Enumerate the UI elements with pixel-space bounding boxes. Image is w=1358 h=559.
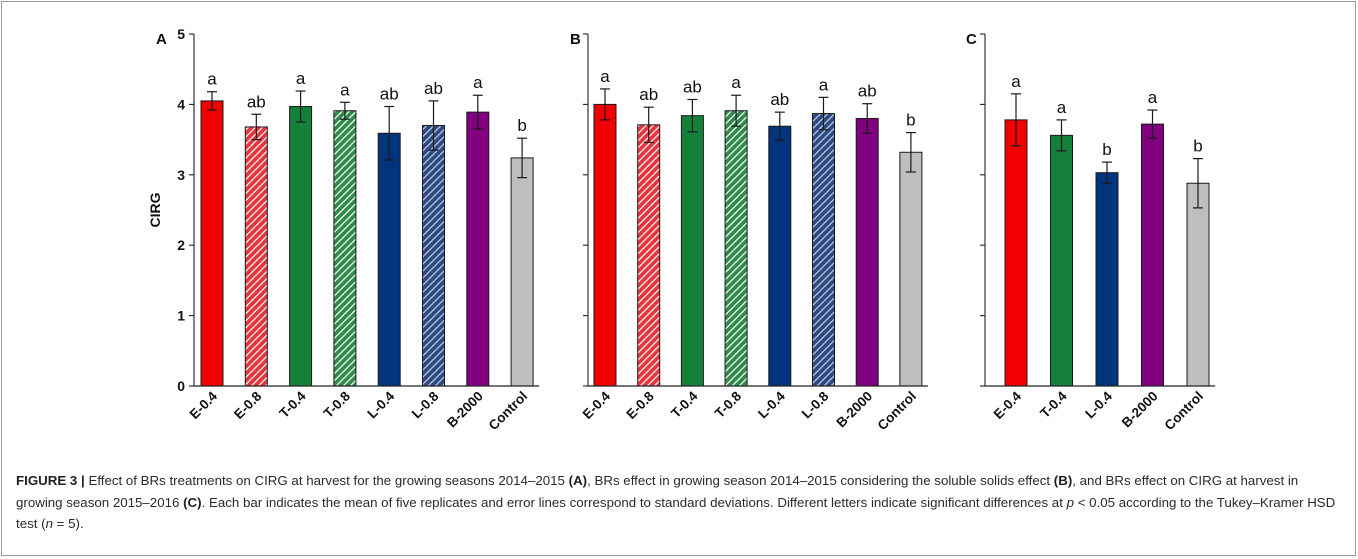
significance-letter: ab: [424, 79, 443, 98]
bar-e-0-4: [200, 100, 224, 387]
x-tick-label: B-2000: [833, 389, 875, 431]
caption-ref-c: (C): [183, 494, 202, 510]
y-tick-label: 3: [177, 167, 185, 183]
significance-letter: ab: [380, 85, 399, 104]
caption-text-4: . Each bar indicates the mean of five re…: [201, 494, 1067, 510]
y-tick-label: 2: [177, 237, 185, 253]
significance-letter: ab: [858, 82, 877, 101]
y-tick-label: 1: [177, 308, 185, 324]
caption-p-symbol: p: [1066, 494, 1074, 510]
x-tick-label: T-0.4: [1037, 388, 1070, 421]
significance-letter: a: [1057, 98, 1067, 117]
significance-letter: a: [1011, 72, 1021, 91]
x-tick-label: B-2000: [1119, 389, 1161, 431]
figure-caption: FIGURE 3 | Effect of BRs treatments on C…: [16, 470, 1341, 535]
x-tick-label: T-0.8: [712, 388, 745, 421]
panel-c: Ca E-0.4 a T-0.4 b L-0.4 a B-2000 b Control: [966, 31, 1215, 433]
x-tick-label: T-0.8: [321, 388, 354, 421]
y-axis-title: CIRG: [147, 192, 163, 227]
x-tick-label: E-0.8: [231, 388, 265, 422]
y-tick-label: 4: [177, 96, 185, 112]
x-tick-label: L-0.4: [755, 388, 788, 421]
significance-letter: a: [473, 73, 483, 92]
significance-letter: a: [1148, 88, 1158, 107]
panel-label: C: [966, 31, 977, 48]
significance-letter: a: [731, 73, 741, 92]
significance-letter: a: [296, 69, 306, 88]
bar-t-0-4: [289, 106, 313, 387]
y-tick-label: 0: [177, 378, 185, 394]
x-tick-label: E-0.8: [623, 388, 657, 422]
significance-letter: ab: [683, 77, 702, 96]
caption-text-6: = 5).: [52, 516, 84, 531]
bar-l-0-4: [768, 125, 792, 387]
x-tick-label: B-2000: [444, 389, 486, 431]
figure-label: FIGURE 3 |: [16, 473, 85, 488]
bar-e-0-4: [593, 103, 617, 387]
panel-b: Ba E-0.4 ab E-0.8 ab T-0.4 a T-0.8 ab L-0.4 a L-0.8…: [570, 31, 928, 433]
caption-ref-a: (A): [568, 473, 588, 488]
significance-letter: b: [1193, 137, 1202, 156]
x-tick-label: E-0.4: [991, 388, 1025, 422]
bar-t-0-4: [680, 115, 704, 387]
bar-l-0-4: [377, 132, 401, 387]
x-tick-label: Control: [874, 389, 919, 434]
significance-letter: ab: [770, 90, 789, 109]
significance-letter: a: [600, 67, 610, 86]
bar-t-0-8: [724, 110, 748, 387]
bar-t-0-4: [1050, 134, 1073, 387]
bar-control: [899, 151, 923, 387]
significance-letter: a: [340, 80, 350, 99]
significance-letter: a: [819, 75, 829, 94]
caption-n-symbol: n: [45, 516, 53, 531]
figure-charts: CIRG A012345aE-0.4abE-0.8aT-0.4aT-0.8abL…: [147, 26, 1215, 434]
bar-b-2000: [1141, 123, 1164, 387]
significance-letter: b: [906, 111, 915, 130]
caption-ref-b: (B): [1053, 473, 1073, 488]
bar-control: [1186, 182, 1210, 387]
x-tick-label: T-0.4: [668, 388, 701, 421]
x-tick-label: Control: [1162, 389, 1207, 434]
x-tick-label: L-0.4: [1082, 388, 1115, 421]
bar-e-0-8: [637, 124, 661, 387]
y-tick-label: 5: [177, 26, 185, 42]
x-tick-label: Control: [486, 389, 531, 434]
panel-label: B: [570, 31, 581, 48]
significance-letter: b: [517, 116, 526, 135]
panel-label: A: [156, 31, 167, 48]
bar-l-0-8: [812, 113, 835, 387]
caption-text-5: < 0.05 according to the Tukey–Kramer HSD…: [16, 494, 1336, 532]
bar-control: [510, 157, 534, 387]
significance-letter: ab: [639, 85, 658, 104]
significance-letter: a: [207, 70, 217, 89]
bar-t-0-8: [333, 110, 357, 387]
significance-letter: ab: [247, 92, 266, 111]
bar-b-2000: [466, 111, 490, 387]
x-tick-label: E-0.4: [187, 388, 221, 422]
panel-a: A012345aE-0.4abE-0.8aT-0.4aT-0.8abL-0.4a…: [156, 26, 540, 434]
bar-e-0-4: [1004, 119, 1028, 387]
bar-b-2000: [855, 117, 879, 387]
significance-letter: b: [1102, 140, 1111, 159]
bar-e-0-8: [244, 126, 268, 387]
caption-text-1: Effect of BRs treatments on CIRG at harv…: [84, 473, 569, 488]
x-tick-label: L-0.8: [799, 388, 832, 421]
caption-text-3: , and BRs effect on CIRG at harvest in g…: [16, 473, 1299, 510]
bar-l-0-8: [422, 125, 445, 387]
x-tick-label: T-0.4: [276, 388, 309, 421]
x-tick-label: L-0.4: [364, 388, 397, 421]
x-tick-label: L-0.8: [409, 388, 442, 421]
caption-text-2: , BRs effect in growing season 2014–2015…: [587, 473, 1054, 488]
bar-l-0-4: [1095, 172, 1119, 387]
x-tick-label: E-0.4: [580, 388, 614, 422]
